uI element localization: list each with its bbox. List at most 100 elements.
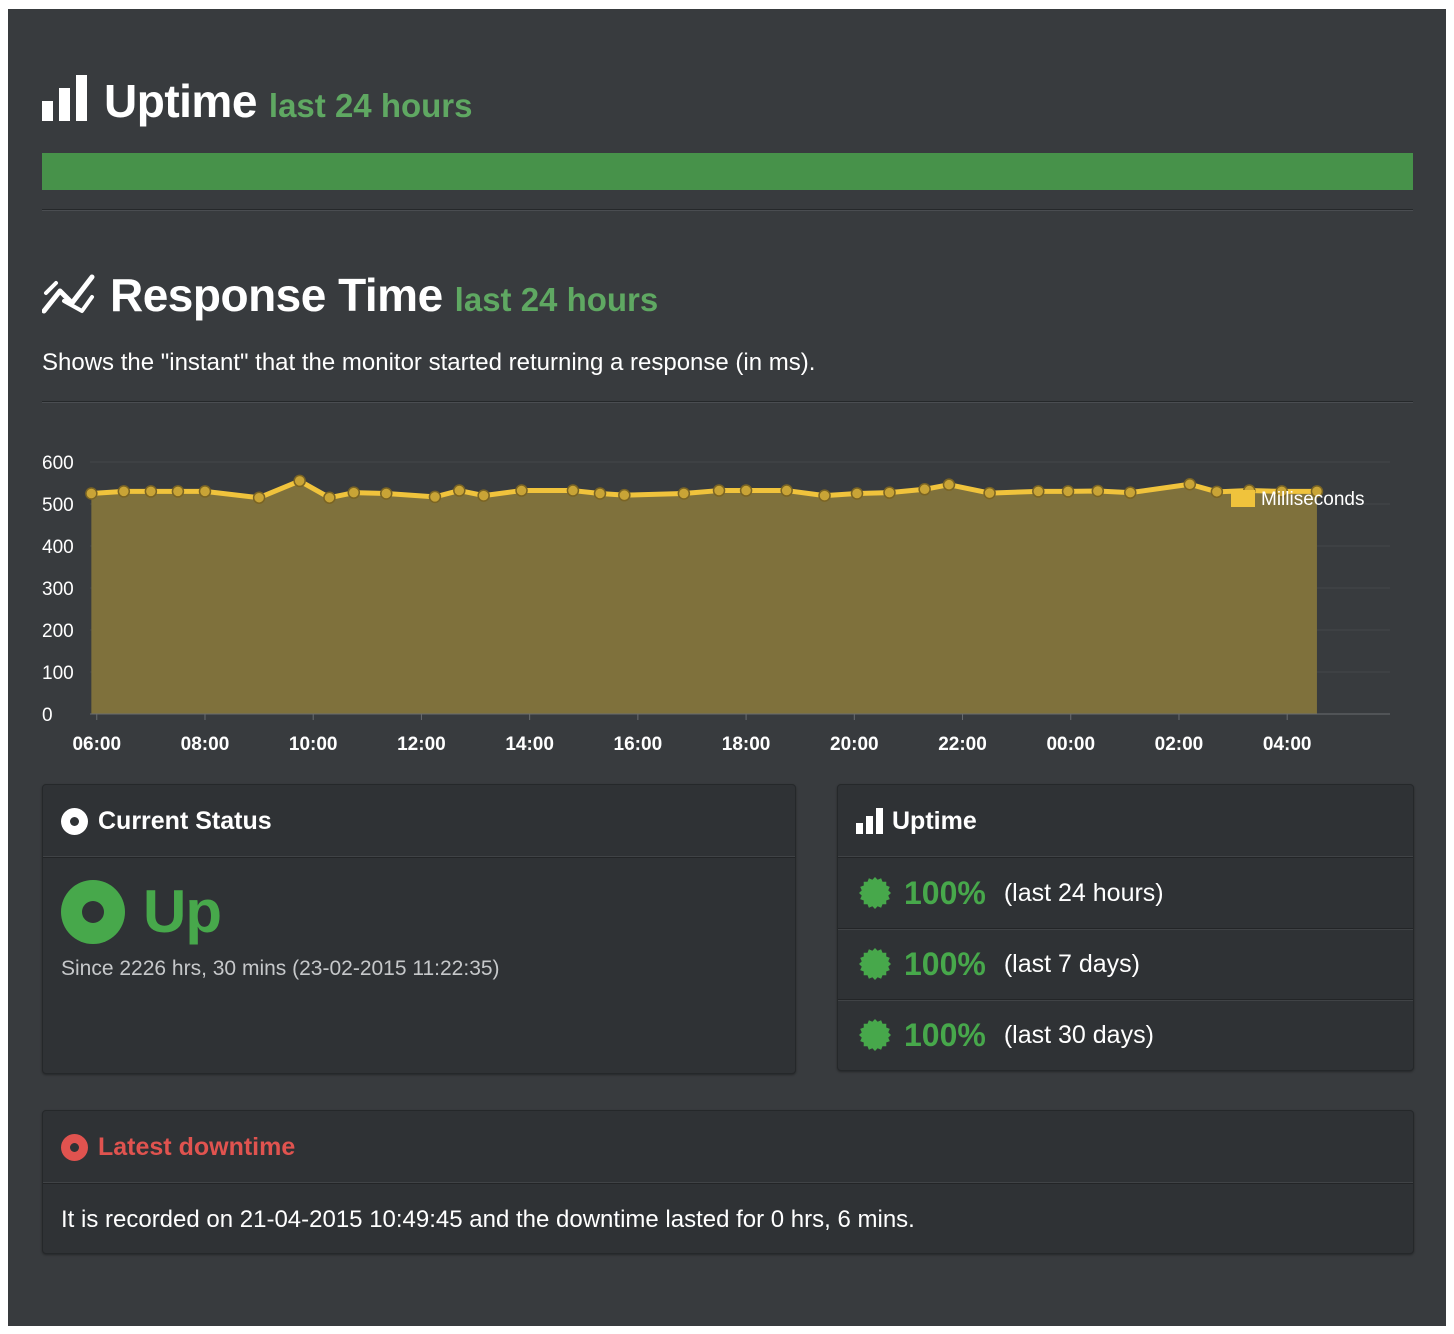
data-point xyxy=(85,487,98,500)
status-state: Up xyxy=(143,878,222,945)
uptime-period: (last 30 days) xyxy=(1003,1020,1154,1049)
data-point xyxy=(618,488,631,502)
data-point xyxy=(380,487,393,500)
data-point xyxy=(293,474,306,488)
uptime-period: (last 7 days) xyxy=(1003,949,1141,978)
uptime-percent: 100% xyxy=(904,874,986,911)
data-point xyxy=(780,484,793,497)
certificate-badge-icon xyxy=(859,948,891,980)
data-point xyxy=(1183,478,1197,491)
uptime-rows: 100% (last 24 hours) 100% (last 7 days) … xyxy=(838,858,1413,1070)
data-point xyxy=(323,491,336,504)
data-point xyxy=(850,487,864,500)
x-tick-label: 06:00 xyxy=(72,734,121,755)
data-point xyxy=(1210,485,1224,499)
x-tick-label: 00:00 xyxy=(1046,734,1095,755)
status-dot-icon xyxy=(61,807,88,835)
badge-shape xyxy=(859,948,891,980)
uptime-subtitle: last 24 hours xyxy=(268,87,473,124)
response-section-title: Response Time last 24 hours xyxy=(41,265,659,322)
uptime-title: Uptime xyxy=(104,75,257,127)
y-tick-label: 100 xyxy=(42,663,74,684)
data-point xyxy=(566,484,580,497)
data-point xyxy=(515,484,528,497)
x-tick-label: 16:00 xyxy=(614,734,663,755)
uptime-row-7d: 100% (last 7 days) xyxy=(838,929,1413,1000)
data-point xyxy=(428,490,442,504)
data-point xyxy=(477,489,490,502)
x-tick-label: 20:00 xyxy=(830,734,879,755)
latest-downtime-panel: Latest downtime It is recorded on 21-04-… xyxy=(42,1110,1414,1254)
data-point xyxy=(942,478,956,491)
y-tick-label: 400 xyxy=(42,537,74,558)
badge-shape xyxy=(859,1019,891,1051)
data-point xyxy=(983,486,996,500)
divider xyxy=(42,401,1413,403)
x-tick-label: 18:00 xyxy=(722,734,771,755)
bar-chart-icon xyxy=(42,75,90,121)
data-point xyxy=(252,491,266,504)
x-tick-label: 12:00 xyxy=(397,734,446,755)
data-point xyxy=(883,486,896,499)
latest-downtime-title: Latest downtime xyxy=(98,1132,296,1161)
x-tick-label: 10:00 xyxy=(289,734,338,755)
data-point xyxy=(347,486,361,499)
uptime-panel-header: Uptime xyxy=(838,785,1413,858)
current-status-header: Current Status xyxy=(43,785,795,858)
certificate-badge-icon xyxy=(859,1019,891,1051)
y-tick-label: 200 xyxy=(42,621,74,642)
response-title: Response Time xyxy=(110,269,443,321)
data-point xyxy=(1091,484,1105,498)
data-point xyxy=(818,489,831,502)
line-chart-icon xyxy=(41,269,96,315)
latest-downtime-text: It is recorded on 21-04-2015 10:49:45 an… xyxy=(61,1206,915,1233)
latest-downtime-header: Latest downtime xyxy=(43,1111,1413,1184)
x-tick-label: 14:00 xyxy=(505,734,554,755)
response-subtitle: last 24 hours xyxy=(454,281,659,318)
y-tick-label: 600 xyxy=(42,453,74,474)
data-point xyxy=(712,484,726,497)
data-point xyxy=(171,485,185,498)
uptime-row-30d: 100% (last 30 days) xyxy=(838,1000,1413,1070)
data-point xyxy=(1032,485,1045,498)
data-point xyxy=(453,484,466,497)
response-time-chart: 0 100 200 300 400 500 600 06:00 08:00 10:00 12:00 1… xyxy=(42,439,1413,769)
status-page: Uptime last 24 hours Response Time last … xyxy=(8,9,1446,1326)
certificate-badge-icon xyxy=(859,877,891,909)
badge-shape xyxy=(859,877,891,909)
data-point xyxy=(198,485,212,498)
data-point xyxy=(1310,485,1324,498)
legend-label: Milliseconds xyxy=(1261,489,1364,510)
data-point xyxy=(739,484,753,497)
uptime-percent: 100% xyxy=(904,945,986,982)
uptime-bar xyxy=(42,153,1413,190)
uptime-period: (last 24 hours) xyxy=(1003,878,1164,907)
x-tick-label: 22:00 xyxy=(938,734,987,755)
uptime-panel: Uptime 100% (last 24 hours) 100% (last 7… xyxy=(837,784,1414,1071)
legend-swatch xyxy=(1231,490,1255,507)
data-point xyxy=(1275,485,1289,498)
data-point xyxy=(117,485,131,498)
up-dot-icon xyxy=(61,879,125,944)
uptime-percent: 100% xyxy=(904,1016,986,1053)
x-tick-label: 04:00 xyxy=(1263,734,1312,755)
data-point xyxy=(1061,485,1075,498)
uptime-section-title: Uptime last 24 hours xyxy=(42,71,472,128)
x-tick-label: 02:00 xyxy=(1155,734,1204,755)
data-point xyxy=(144,485,158,498)
uptime-panel-title: Uptime xyxy=(892,806,977,835)
data-point xyxy=(677,487,691,500)
series-area xyxy=(91,480,1317,714)
bar-chart-icon xyxy=(856,808,884,834)
data-point xyxy=(1124,486,1137,499)
response-time-chart-svg: 0 100 200 300 400 500 600 06:00 08:00 10:00 12:00 1… xyxy=(42,453,1390,755)
current-status-title: Current Status xyxy=(98,806,272,835)
divider xyxy=(42,209,1413,211)
status-since: Since 2226 hrs, 30 mins (23-02-2015 11:2… xyxy=(61,957,500,980)
data-point xyxy=(593,487,607,500)
y-tick-label: 0 xyxy=(42,705,53,726)
data-point xyxy=(918,483,931,496)
y-tick-label: 500 xyxy=(42,495,74,516)
current-status-panel: Current Status Up Since 2226 hrs, 30 min… xyxy=(42,784,796,1074)
downtime-dot-icon xyxy=(61,1133,88,1161)
